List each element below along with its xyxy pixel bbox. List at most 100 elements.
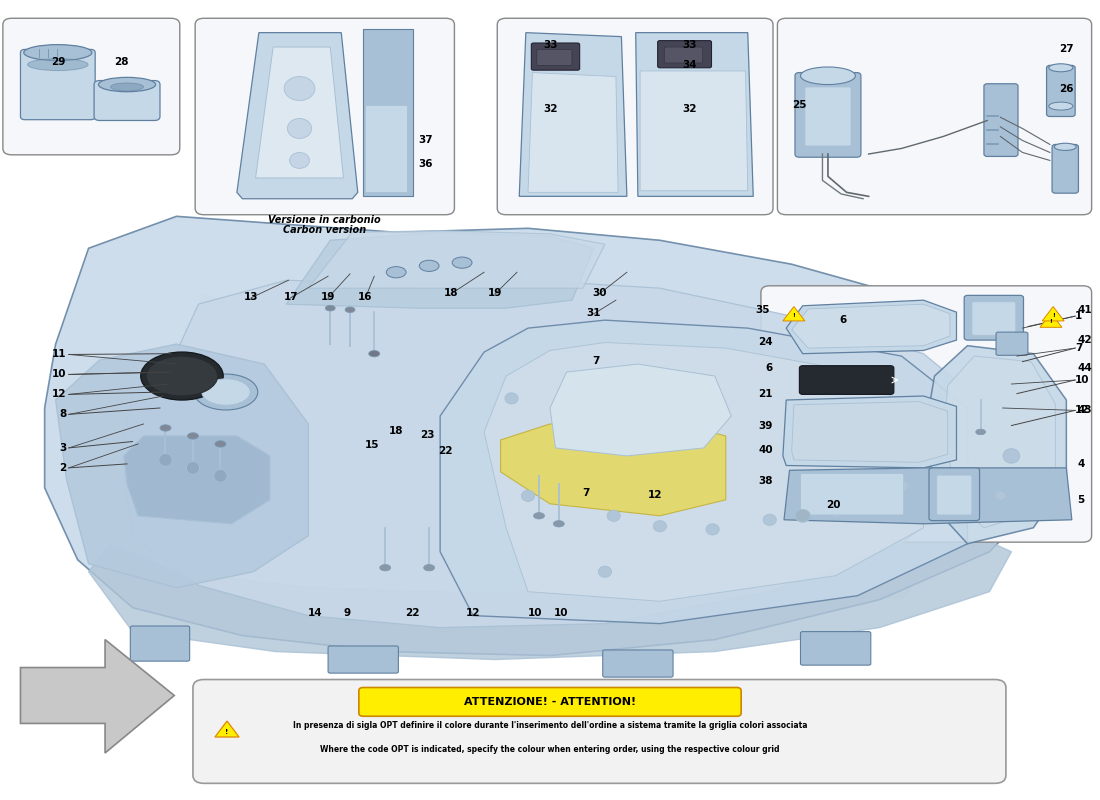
Ellipse shape	[326, 306, 336, 311]
FancyBboxPatch shape	[972, 302, 1015, 335]
Ellipse shape	[598, 566, 612, 578]
Text: 7: 7	[583, 488, 590, 498]
Ellipse shape	[111, 83, 143, 91]
Polygon shape	[786, 300, 957, 354]
Polygon shape	[308, 230, 605, 288]
Ellipse shape	[607, 510, 620, 522]
Text: 18: 18	[444, 288, 459, 298]
Text: 13: 13	[244, 292, 258, 302]
Text: 38: 38	[759, 477, 773, 486]
Polygon shape	[255, 47, 343, 178]
Text: 12: 12	[465, 608, 481, 618]
Ellipse shape	[521, 490, 535, 502]
Text: 28: 28	[114, 57, 129, 66]
Polygon shape	[286, 232, 594, 308]
Text: 9: 9	[343, 608, 350, 618]
Text: 29: 29	[51, 57, 65, 66]
Polygon shape	[236, 33, 358, 198]
Ellipse shape	[187, 433, 198, 439]
Ellipse shape	[141, 352, 223, 400]
Text: 22: 22	[439, 446, 453, 456]
Polygon shape	[636, 33, 754, 196]
Text: 2: 2	[59, 463, 67, 473]
FancyBboxPatch shape	[801, 631, 871, 665]
Text: 30: 30	[592, 288, 607, 298]
Text: 31: 31	[586, 308, 602, 318]
FancyBboxPatch shape	[930, 468, 980, 521]
Text: 1: 1	[1075, 311, 1082, 321]
Text: 39: 39	[759, 421, 773, 430]
Polygon shape	[56, 344, 308, 588]
Ellipse shape	[186, 462, 199, 474]
FancyBboxPatch shape	[965, 295, 1023, 340]
Text: 32: 32	[543, 103, 558, 114]
Polygon shape	[484, 342, 924, 602]
Polygon shape	[214, 721, 239, 737]
Ellipse shape	[976, 429, 986, 434]
Polygon shape	[519, 33, 627, 196]
Ellipse shape	[289, 153, 309, 169]
Polygon shape	[792, 304, 950, 348]
Text: Where the code OPT is indicated, specify the colour when entering order, using t: Where the code OPT is indicated, specify…	[320, 746, 780, 754]
FancyBboxPatch shape	[537, 50, 572, 66]
Text: 33: 33	[682, 40, 696, 50]
Ellipse shape	[28, 58, 88, 70]
Text: ATTENZIONE! - ATTENTION!: ATTENZIONE! - ATTENTION!	[464, 697, 636, 707]
Ellipse shape	[706, 524, 719, 535]
Text: 12: 12	[52, 390, 67, 399]
Text: 8: 8	[59, 410, 67, 419]
Text: 4: 4	[1077, 459, 1085, 469]
FancyBboxPatch shape	[195, 18, 454, 214]
FancyBboxPatch shape	[3, 18, 179, 155]
FancyBboxPatch shape	[130, 626, 189, 661]
FancyBboxPatch shape	[800, 366, 894, 394]
FancyBboxPatch shape	[805, 87, 851, 146]
Text: ELABORAZIONE993: ELABORAZIONE993	[172, 290, 928, 622]
FancyBboxPatch shape	[497, 18, 773, 214]
Ellipse shape	[424, 565, 434, 571]
Ellipse shape	[505, 393, 518, 404]
FancyBboxPatch shape	[778, 18, 1091, 214]
Text: 16: 16	[359, 292, 373, 302]
Text: In presenza di sigla OPT definire il colore durante l'inserimento dell'ordine a : In presenza di sigla OPT definire il col…	[293, 722, 807, 730]
Text: 19: 19	[321, 292, 336, 302]
Polygon shape	[89, 532, 1011, 659]
Ellipse shape	[24, 45, 92, 61]
Text: 25: 25	[792, 99, 806, 110]
Text: 40: 40	[758, 446, 773, 455]
FancyBboxPatch shape	[531, 43, 580, 70]
FancyBboxPatch shape	[664, 47, 703, 63]
FancyBboxPatch shape	[937, 475, 972, 515]
Text: 6: 6	[839, 315, 847, 325]
Text: 21: 21	[759, 389, 773, 398]
Ellipse shape	[214, 441, 225, 447]
Text: !: !	[1052, 313, 1055, 318]
FancyBboxPatch shape	[801, 474, 904, 515]
Text: 5: 5	[1077, 495, 1085, 505]
Polygon shape	[924, 346, 1066, 544]
Polygon shape	[363, 29, 412, 196]
FancyBboxPatch shape	[328, 646, 398, 673]
Polygon shape	[123, 436, 270, 524]
Ellipse shape	[287, 118, 311, 138]
Text: 18: 18	[389, 426, 404, 435]
Ellipse shape	[345, 307, 355, 313]
Polygon shape	[365, 105, 407, 192]
Text: 41: 41	[1077, 305, 1092, 314]
FancyBboxPatch shape	[95, 81, 160, 121]
Ellipse shape	[994, 491, 1005, 501]
Ellipse shape	[829, 506, 843, 518]
FancyBboxPatch shape	[21, 50, 96, 120]
Text: 20: 20	[826, 500, 840, 510]
Text: 19: 19	[488, 288, 503, 298]
Ellipse shape	[146, 356, 218, 396]
Ellipse shape	[763, 514, 777, 526]
Polygon shape	[121, 280, 989, 628]
FancyBboxPatch shape	[359, 687, 741, 716]
FancyBboxPatch shape	[984, 84, 1018, 157]
Text: !: !	[1049, 319, 1053, 324]
Text: !: !	[792, 313, 795, 318]
Ellipse shape	[1048, 64, 1072, 72]
Text: 10: 10	[527, 608, 542, 618]
Polygon shape	[792, 402, 948, 462]
